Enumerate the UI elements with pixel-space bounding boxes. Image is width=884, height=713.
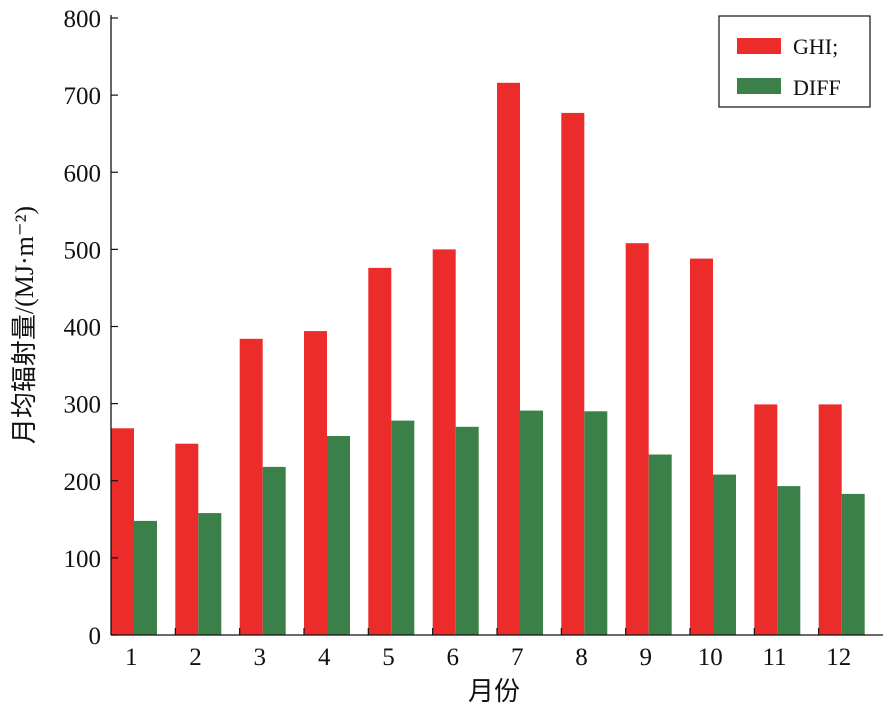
x-tick-label: 8 xyxy=(575,644,588,671)
bar-ghi-11 xyxy=(754,404,778,635)
bar-diff-8 xyxy=(584,411,608,635)
bar-ghi-1 xyxy=(111,428,134,635)
bar-ghi-10 xyxy=(690,258,713,635)
x-tick-label: 4 xyxy=(318,644,331,671)
legend-swatch-ghi xyxy=(737,38,781,54)
bar-ghi-4 xyxy=(304,331,327,635)
x-tick-label: 2 xyxy=(189,644,202,671)
x-tick-label: 1 xyxy=(125,644,138,671)
x-axis-title: 月份 xyxy=(468,677,520,706)
bars-layer xyxy=(111,82,865,636)
y-tick-label: 100 xyxy=(64,546,102,573)
bar-ghi-9 xyxy=(625,243,649,635)
bar-ghi-8 xyxy=(561,112,585,635)
bar-diff-9 xyxy=(648,454,672,635)
bar-diff-5 xyxy=(391,420,415,635)
legend: GHI; DIFF xyxy=(718,15,871,108)
x-tick-label: 9 xyxy=(640,644,653,671)
legend-label-diff: DIFF xyxy=(793,75,841,100)
x-tick-label: 7 xyxy=(511,644,524,671)
bar-diff-2 xyxy=(198,513,222,635)
y-tick-label: 500 xyxy=(64,237,102,264)
y-tick-label: 800 xyxy=(64,6,102,33)
y-tick-label: 600 xyxy=(64,160,102,187)
bar-diff-7 xyxy=(520,410,543,635)
bar-diff-4 xyxy=(327,436,350,635)
bar-diff-1 xyxy=(134,520,157,635)
bar-diff-11 xyxy=(777,486,801,635)
y-tick-label: 700 xyxy=(64,83,102,110)
y-tick-label: 400 xyxy=(64,315,102,342)
y-axis-title: 月均辐射量/(MJ·m⁻²) xyxy=(10,206,39,444)
bar-ghi-3 xyxy=(239,338,263,635)
bar-diff-10 xyxy=(713,474,736,635)
y-tick-label: 200 xyxy=(64,469,102,496)
x-tick-label: 5 xyxy=(382,644,395,671)
bar-ghi-5 xyxy=(368,267,392,635)
bar-ghi-6 xyxy=(432,249,456,635)
bar-diff-12 xyxy=(841,493,865,635)
y-tick-label: 300 xyxy=(64,392,102,419)
bar-diff-6 xyxy=(455,426,479,635)
bar-ghi-12 xyxy=(818,404,842,635)
x-tick-label: 3 xyxy=(254,644,267,671)
x-tick-label: 6 xyxy=(447,644,460,671)
legend-label-ghi: GHI; xyxy=(793,34,838,59)
legend-swatch-diff xyxy=(737,78,781,94)
y-tick-label: 0 xyxy=(89,623,102,650)
x-tick-label: 10 xyxy=(698,644,723,671)
x-tick-label: 12 xyxy=(826,644,851,671)
x-tick-label: 11 xyxy=(762,644,786,671)
bar-diff-3 xyxy=(262,466,286,635)
bar-ghi-2 xyxy=(175,443,199,635)
bar-ghi-7 xyxy=(497,82,520,636)
